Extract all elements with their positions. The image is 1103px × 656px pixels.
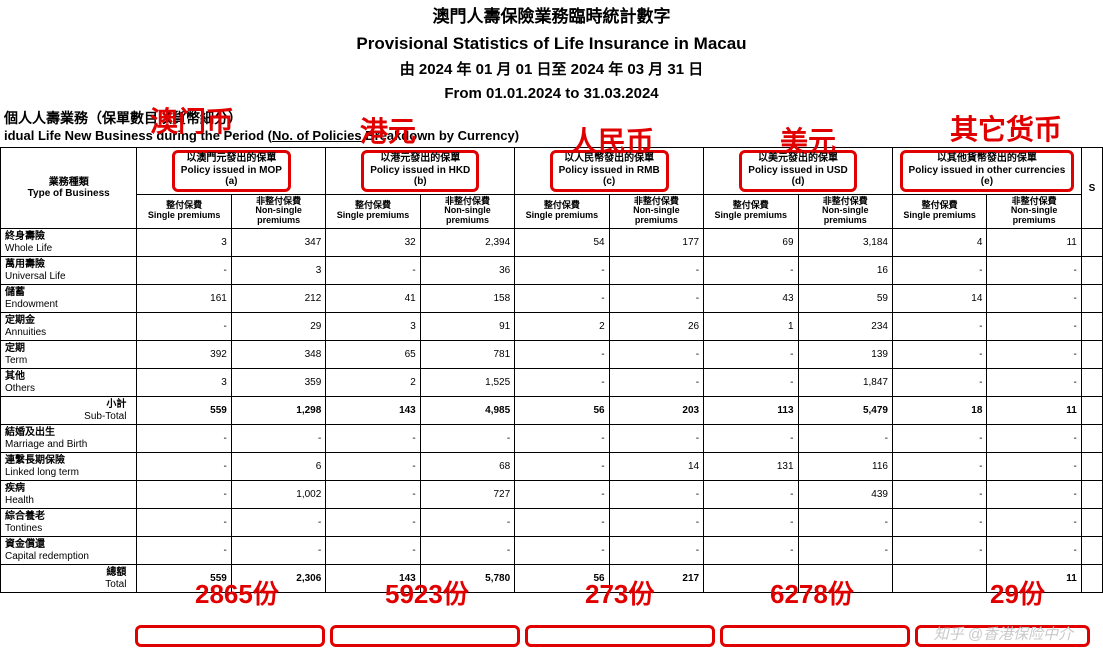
totalbox-usd (720, 625, 910, 647)
title-zh: 澳門人壽保險業務臨時統計數字 (0, 0, 1103, 27)
table-row: 萬用壽險Universal Life-3-36---16-- (1, 257, 1103, 285)
table-row: 綜合養老Tontines---------- (1, 509, 1103, 537)
col-group-mop: 以澳門元發出的保單 Policy issued in MOP (a) (137, 148, 326, 195)
col-extra: S (1081, 148, 1102, 229)
table-body: 終身壽險Whole Life3347322,39454177693,184411… (1, 229, 1103, 593)
table-row: 儲蓄Endowment16121241158--435914- (1, 285, 1103, 313)
col-group-other: 以其他貨幣發出的保單 Policy issued in other curren… (892, 148, 1081, 195)
header-row-subs: 整付保費Single premiums 非整付保費Non-single prem… (1, 194, 1103, 229)
period-en: From 01.01.2024 to 31.03.2024 (0, 79, 1103, 104)
page-root: 澳門人壽保險業務臨時統計數字 Provisional Statistics of… (0, 0, 1103, 656)
section-title-zh: 個人人壽業務（保單數目以貨幣細分） (0, 104, 1103, 128)
table-row: 總額Total5592,3061435,7805621711 (1, 565, 1103, 593)
col-group-hkd: 以港元發出的保單 Policy issued in HKD (b) (326, 148, 515, 195)
table-row: 終身壽險Whole Life3347322,39454177693,184411 (1, 229, 1103, 257)
section-title-en: idual Life New Business during the Perio… (0, 128, 1103, 147)
col-group-rmb: 以人民幣發出的保單 Policy issued in RMB (c) (515, 148, 704, 195)
header-row-groups: 業務種類 Type of Business 以澳門元發出的保單 Policy i… (1, 148, 1103, 195)
table-row: 定期金Annuities-293912261234-- (1, 313, 1103, 341)
col-group-usd: 以美元發出的保單 Policy issued in USD (d) (704, 148, 893, 195)
totalbox-other (915, 625, 1090, 647)
totalbox-rmb (525, 625, 715, 647)
table-row: 疾病Health-1,002-727---439-- (1, 481, 1103, 509)
table-row: 結婚及出生Marriage and Birth---------- (1, 425, 1103, 453)
totalbox-hkd (330, 625, 520, 647)
totalbox-mop (135, 625, 325, 647)
policy-table: 業務種類 Type of Business 以澳門元發出的保單 Policy i… (0, 147, 1103, 593)
table-row: 定期Term39234865781---139-- (1, 341, 1103, 369)
title-en: Provisional Statistics of Life Insurance… (0, 27, 1103, 54)
watermark: 知乎 @香港保险中介 (934, 623, 1073, 644)
table-row: 其他Others335921,525---1,847-- (1, 369, 1103, 397)
table-row: 連繫長期保險Linked long term-6-68-14131116-- (1, 453, 1103, 481)
table-row: 小計Sub-Total5591,2981434,985562031135,479… (1, 397, 1103, 425)
table-row: 資金償還Capital redemption---------- (1, 537, 1103, 565)
col-type: 業務種類 Type of Business (1, 148, 137, 229)
period-zh: 由 2024 年 01 月 01 日至 2024 年 03 月 31 日 (0, 55, 1103, 80)
